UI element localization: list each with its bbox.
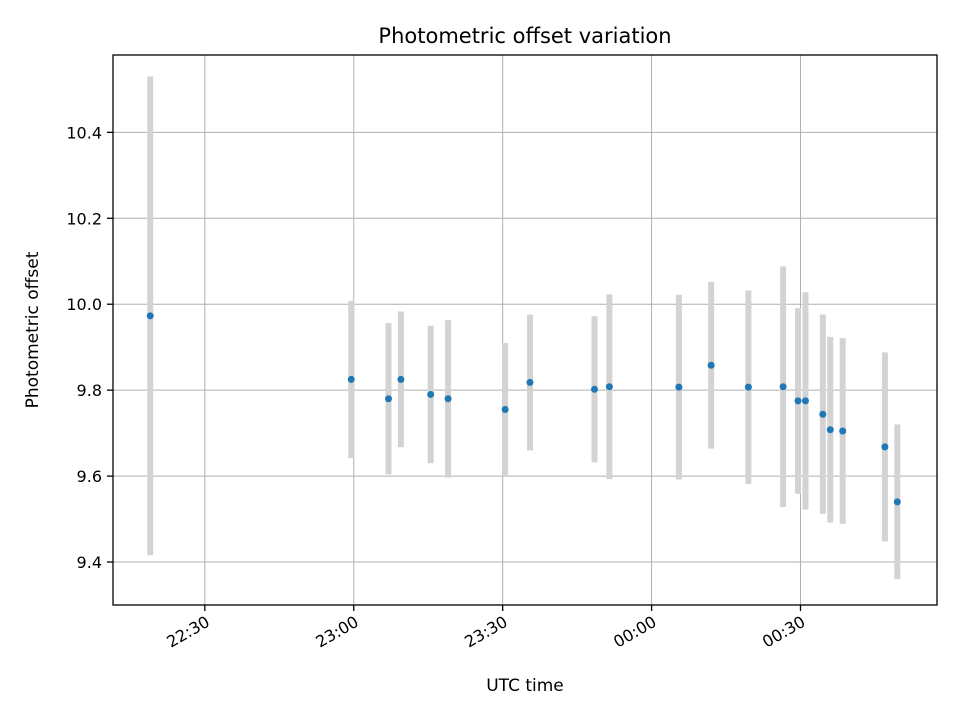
data-point (881, 443, 889, 451)
data-point (347, 375, 355, 383)
data-point (146, 312, 154, 320)
plot-frame (112, 54, 938, 606)
y-axis-label: Photometric offset (23, 251, 43, 408)
x-axis-label: UTC time (486, 676, 564, 696)
y-tick-label: 9.8 (77, 381, 102, 400)
data-point (779, 383, 787, 391)
data-point (501, 405, 509, 413)
data-point (427, 390, 435, 398)
data-point (605, 383, 613, 391)
chart-title: Photometric offset variation (378, 24, 671, 48)
data-point (819, 410, 827, 418)
data-point (590, 385, 598, 393)
data-points (146, 312, 901, 506)
data-point (444, 395, 452, 403)
data-point (801, 397, 809, 405)
y-tick-label: 10.0 (66, 295, 102, 314)
data-point (526, 378, 534, 386)
data-point (826, 426, 834, 434)
y-tick-label: 10.2 (66, 209, 102, 228)
data-point (675, 383, 683, 391)
data-point (839, 427, 847, 435)
y-tick-label: 9.6 (77, 467, 102, 486)
data-point (707, 361, 715, 369)
data-point (744, 383, 752, 391)
data-point (794, 397, 802, 405)
data-point (397, 375, 405, 383)
y-tick-label: 9.4 (77, 553, 102, 572)
data-point (893, 498, 901, 506)
data-point (384, 395, 392, 403)
y-tick-label: 10.4 (66, 123, 102, 142)
y-axis-ticks: 9.4 9.6 9.8 10.0 10.2 10.4 (66, 123, 113, 572)
